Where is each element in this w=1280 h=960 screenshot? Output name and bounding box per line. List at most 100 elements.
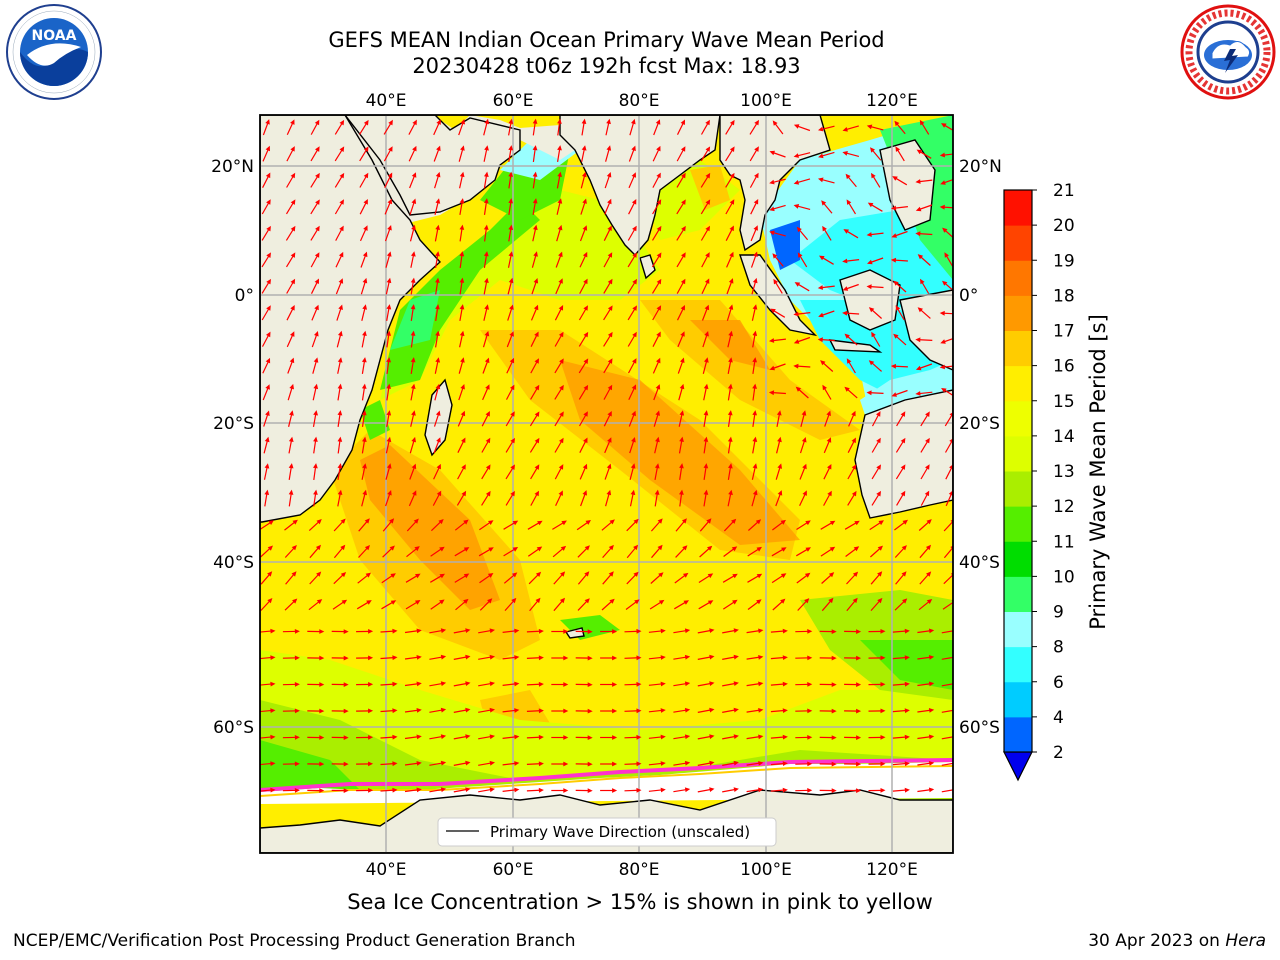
wave-arrow-head <box>413 518 419 524</box>
wave-arrow-head <box>440 760 447 766</box>
wave-arrow-head <box>851 464 857 470</box>
wave-arrow-head <box>337 383 343 389</box>
wave-arrow-head <box>703 436 709 442</box>
wave-arrow-head <box>290 252 296 258</box>
wave-arrow-head <box>414 546 420 552</box>
colorbar-tick-label: 4 <box>1053 708 1064 728</box>
wave-arrow-head <box>636 655 642 661</box>
wave-arrow-head <box>315 225 320 232</box>
wave-arrow-head <box>587 629 593 634</box>
wave-arrow-head <box>389 545 395 551</box>
wave-arrow-head <box>411 410 416 416</box>
wave-arrow-head <box>343 735 349 740</box>
wave-arrow-head <box>439 573 445 579</box>
wave-arrow-head <box>681 199 686 205</box>
wave-arrow-head <box>856 629 862 634</box>
wave-arrow-head <box>410 357 416 363</box>
wave-arrow-head <box>631 172 636 178</box>
wave-arrow-head <box>563 761 569 767</box>
colorbar-tick-label: 19 <box>1053 251 1075 271</box>
wave-arrow-head <box>939 310 945 316</box>
wave-arrow-head <box>842 258 848 264</box>
wave-arrow-head <box>489 681 495 687</box>
wave-arrow-head <box>758 708 764 713</box>
wave-arrow-head <box>684 628 691 634</box>
wave-arrow-head <box>487 598 493 604</box>
wave-arrow-head <box>288 436 294 442</box>
wave-arrow-head <box>842 286 849 291</box>
wave-arrow-head <box>514 681 520 687</box>
wave-arrow-head <box>459 251 465 257</box>
wave-arrow-head <box>880 735 886 740</box>
wave-arrow-head <box>631 199 637 205</box>
wave-arrow-head <box>290 119 295 125</box>
wave-arrow-head <box>368 788 374 793</box>
wave-arrow-head <box>337 489 343 495</box>
wave-arrow-head <box>364 545 370 551</box>
wave-arrow-head <box>868 307 875 313</box>
wave-arrow-head <box>532 171 538 177</box>
wave-arrow-head <box>339 199 344 205</box>
wave-arrow-head <box>461 490 467 497</box>
wave-arrow-head <box>733 707 739 713</box>
wave-arrow-head <box>435 277 440 283</box>
wave-arrow-head <box>412 145 417 152</box>
wave-arrow-head <box>582 251 588 258</box>
wave-arrow-head <box>630 489 636 496</box>
wave-arrow-head <box>537 520 543 526</box>
wave-arrow-head <box>781 547 787 552</box>
wave-arrow-head <box>465 734 471 739</box>
wave-arrow-head <box>411 436 416 443</box>
lon-label-bottom: 60°E <box>493 860 534 880</box>
wave-direction-arrows <box>260 118 953 793</box>
wave-arrow-head <box>511 597 517 604</box>
wave-arrow-head <box>925 464 930 470</box>
wave-arrow-head <box>533 278 539 284</box>
lat-label-left: 0° <box>235 286 254 306</box>
wave-arrow-head <box>805 520 811 526</box>
wave-arrow-head <box>410 330 416 336</box>
wave-arrow-head <box>655 436 660 443</box>
wave-arrow-head <box>709 654 715 660</box>
wave-arrow-head <box>270 734 276 740</box>
colorbar-tick-label: 11 <box>1053 532 1075 552</box>
wave-arrow-head <box>656 278 662 285</box>
wave-arrow-head <box>339 146 345 152</box>
wave-arrow-head <box>489 628 495 634</box>
wave-arrow-head <box>770 308 776 314</box>
wave-arrow-head <box>292 598 298 604</box>
colorbar-label: Primary Wave Mean Period [s] <box>1086 314 1110 630</box>
wave-arrow-head <box>461 464 466 470</box>
wave-arrow-head <box>895 305 901 311</box>
colorbar-swatch <box>1004 190 1032 226</box>
wave-arrow-head <box>703 463 709 469</box>
wave-arrow-head <box>485 464 491 470</box>
wave-arrow-head <box>294 788 300 793</box>
wave-arrow-head <box>439 599 445 605</box>
wave-arrow-head <box>796 226 802 233</box>
wave-arrow-head <box>904 655 910 661</box>
wave-arrow-head <box>631 118 636 125</box>
lat-label-right: 60°S <box>959 718 1000 738</box>
wave-arrow-head <box>316 571 322 577</box>
wave-arrow-head <box>655 384 661 390</box>
wave-arrow-head <box>680 146 686 152</box>
wave-arrow-head <box>288 463 294 469</box>
wave-arrow-head <box>270 655 276 660</box>
wave-arrow-head <box>583 358 589 364</box>
wave-arrow <box>941 683 953 687</box>
wave-arrow-head <box>807 708 813 714</box>
wave-arrow-head <box>679 463 684 469</box>
wave-arrow-head <box>656 252 662 258</box>
wave-arrow-head <box>631 410 636 417</box>
map-fields <box>260 115 953 853</box>
wave-arrow-head <box>705 252 710 258</box>
wave-arrow-head <box>585 520 591 525</box>
wave-arrow-head <box>755 519 762 525</box>
wave-arrow-head <box>484 118 490 125</box>
wave-arrow-head <box>782 681 788 687</box>
wave-arrow-head <box>313 410 318 416</box>
wave-arrow-head <box>463 547 470 552</box>
wave-arrow-head <box>752 463 758 469</box>
wave-arrow-head <box>819 255 825 261</box>
